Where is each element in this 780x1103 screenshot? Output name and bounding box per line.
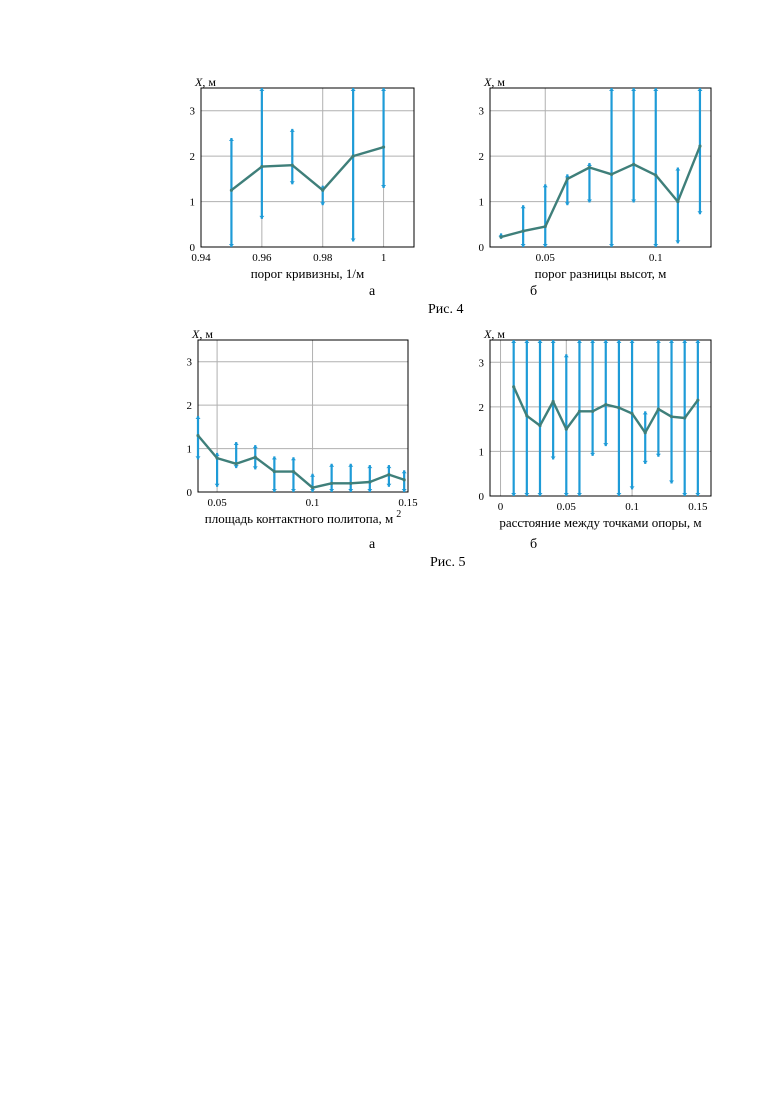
data-point: [591, 410, 594, 413]
data-point: [696, 399, 699, 402]
data-point: [670, 415, 673, 418]
x-tick-label: 0.15: [688, 501, 708, 513]
error-bar-cap-lower: [630, 486, 635, 489]
error-bar-cap-upper: [643, 411, 648, 414]
data-point: [538, 424, 541, 427]
x-tick-label: 0.1: [625, 501, 639, 513]
x-tick-label: 0: [498, 501, 504, 513]
data-point: [617, 406, 620, 409]
error-bar-cap-lower: [656, 454, 661, 457]
x-tick-label: 0.05: [557, 501, 577, 513]
panel-label-5a: а: [369, 537, 375, 553]
data-point: [683, 416, 686, 419]
error-bar-cap-lower: [590, 453, 595, 456]
error-bar-cap-lower: [669, 481, 674, 484]
figure-4-caption: Рис. 4: [428, 302, 464, 318]
y-tick-label: 0: [479, 491, 485, 503]
panel-label-5b: б: [530, 537, 537, 553]
data-point: [578, 410, 581, 413]
error-bar-cap-lower: [551, 456, 556, 459]
y-axis-label: X, м: [483, 327, 505, 341]
data-point: [604, 403, 607, 406]
error-bar-cap-lower: [603, 443, 608, 446]
x-axis-label: расстояние между точками опоры, м: [499, 515, 701, 530]
y-tick-label: 3: [479, 357, 485, 369]
figure-5-caption: Рис. 5: [430, 555, 466, 571]
data-point: [565, 428, 568, 431]
data-point: [630, 412, 633, 415]
data-point: [512, 385, 515, 388]
panel-label-4a: а: [369, 284, 375, 300]
data-point: [657, 407, 660, 410]
panel-label-4b: б: [530, 284, 537, 300]
error-bar-cap-lower: [643, 461, 648, 464]
y-tick-label: 1: [479, 446, 485, 458]
data-point: [552, 400, 555, 403]
data-point: [525, 414, 528, 417]
y-tick-label: 2: [479, 402, 485, 414]
data-point: [644, 431, 647, 434]
error-bar-cap-upper: [564, 354, 569, 357]
